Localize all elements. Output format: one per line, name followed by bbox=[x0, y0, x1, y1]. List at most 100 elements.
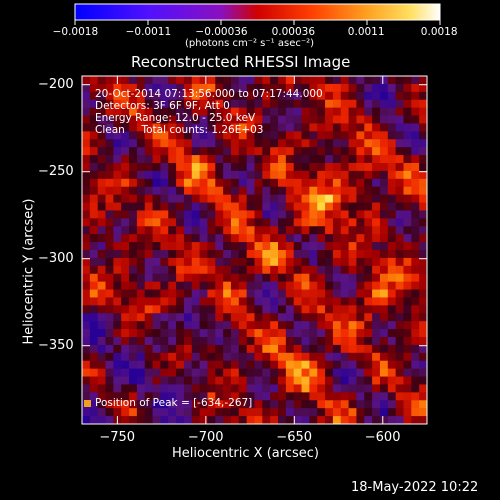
heatmap-cell bbox=[395, 305, 405, 314]
heatmap-cell bbox=[270, 313, 279, 322]
heatmap-cell bbox=[254, 400, 263, 409]
heatmap-cell bbox=[89, 107, 99, 117]
heatmap-cell bbox=[129, 376, 138, 386]
heatmap-cell bbox=[317, 400, 326, 409]
heatmap-cell bbox=[325, 234, 334, 243]
heatmap-cell bbox=[278, 107, 287, 117]
heatmap-cell bbox=[97, 273, 107, 283]
heatmap-cell bbox=[191, 76, 201, 85]
heatmap-cell bbox=[230, 408, 240, 417]
heatmap-cell bbox=[152, 139, 162, 148]
heatmap-cell bbox=[293, 281, 303, 291]
heatmap-cell bbox=[317, 76, 326, 85]
heatmap-cell bbox=[403, 329, 412, 338]
heatmap-cell bbox=[356, 376, 365, 386]
heatmap-cell bbox=[387, 99, 397, 109]
heatmap-cell bbox=[129, 218, 138, 227]
heatmap-cell bbox=[121, 91, 130, 101]
heatmap-cell bbox=[340, 170, 350, 180]
heatmap-cell bbox=[317, 242, 326, 251]
heatmap-cell bbox=[395, 337, 405, 346]
heatmap-cell bbox=[301, 337, 310, 346]
heatmap-cell bbox=[152, 281, 162, 291]
heatmap-cell bbox=[168, 368, 177, 378]
heatmap-cell bbox=[230, 234, 240, 243]
heatmap-cell bbox=[246, 376, 256, 386]
heatmap-cell bbox=[89, 313, 99, 322]
heatmap-cell bbox=[97, 400, 107, 409]
heatmap-cell bbox=[387, 368, 397, 378]
heatmap-cell bbox=[97, 99, 107, 109]
heatmap-cell bbox=[364, 218, 373, 227]
heatmap-cell bbox=[238, 376, 248, 386]
heatmap-cell bbox=[285, 218, 295, 227]
heatmap-cell bbox=[301, 163, 310, 172]
heatmap-cell bbox=[199, 376, 209, 386]
heatmap-cell bbox=[121, 99, 130, 109]
heatmap-cell bbox=[325, 368, 334, 378]
heatmap-cell bbox=[160, 392, 169, 401]
heatmap-cell bbox=[105, 368, 114, 378]
heatmap-cell bbox=[317, 147, 326, 156]
heatmap-cell bbox=[230, 289, 240, 299]
heatmap-cell bbox=[183, 289, 193, 299]
heatmap-cell bbox=[152, 408, 162, 417]
heatmap-cell bbox=[364, 99, 373, 109]
heatmap-cell bbox=[278, 352, 287, 362]
heatmap-cell bbox=[254, 273, 263, 283]
heatmap-cell bbox=[82, 178, 91, 188]
heatmap-cell bbox=[144, 139, 154, 148]
heatmap-cell bbox=[387, 297, 397, 306]
heatmap-cell bbox=[332, 226, 342, 235]
heatmap-cell bbox=[301, 226, 310, 235]
heatmap-cell bbox=[168, 170, 177, 180]
heatmap-cell bbox=[301, 131, 310, 140]
heatmap-cell bbox=[293, 131, 303, 140]
heatmap-cell bbox=[183, 155, 193, 164]
heatmap-cell bbox=[176, 416, 185, 424]
heatmap-cell bbox=[372, 408, 381, 417]
heatmap-cell bbox=[238, 99, 248, 109]
heatmap-cell bbox=[223, 384, 232, 393]
heatmap-cell bbox=[215, 352, 224, 362]
heatmap-cell bbox=[199, 273, 209, 283]
heatmap-cell bbox=[293, 115, 303, 125]
heatmap-cell bbox=[309, 226, 318, 235]
heatmap-cell bbox=[97, 83, 107, 93]
heatmap-cell bbox=[411, 163, 420, 172]
heatmap-cell bbox=[176, 202, 185, 212]
heatmap-cell bbox=[183, 218, 193, 227]
heatmap-cell bbox=[293, 400, 303, 409]
heatmap-cell bbox=[325, 329, 334, 338]
heatmap-cell bbox=[387, 376, 397, 386]
heatmap-cell bbox=[356, 337, 365, 346]
heatmap-cell bbox=[293, 384, 303, 393]
heatmap-cell bbox=[301, 281, 310, 291]
heatmap-cell bbox=[395, 170, 405, 180]
heatmap-cell bbox=[121, 400, 130, 409]
heatmap-cell bbox=[411, 226, 420, 235]
heatmap-cell bbox=[89, 400, 99, 409]
heatmap-cell bbox=[270, 392, 279, 401]
heatmap-cell bbox=[144, 250, 154, 259]
heatmap-cell bbox=[364, 384, 373, 393]
heatmap-cell bbox=[270, 170, 279, 180]
heatmap-cell bbox=[176, 91, 185, 101]
heatmap-cell bbox=[293, 392, 303, 401]
colorbar bbox=[74, 3, 441, 21]
heatmap-cell bbox=[411, 242, 420, 251]
heatmap-cell bbox=[356, 107, 365, 117]
heatmap-cell bbox=[144, 400, 154, 409]
heatmap-cell bbox=[238, 337, 248, 346]
heatmap-cell bbox=[419, 91, 427, 101]
heatmap-cell bbox=[207, 123, 216, 132]
heatmap-cell bbox=[332, 163, 342, 172]
heatmap-cell bbox=[223, 226, 232, 235]
heatmap-cell bbox=[254, 99, 263, 109]
heatmap-cell bbox=[309, 186, 318, 196]
heatmap-cell bbox=[356, 186, 365, 196]
heatmap-cell bbox=[379, 163, 389, 172]
heatmap-cell bbox=[238, 139, 248, 148]
heatmap-cell bbox=[136, 91, 146, 101]
heatmap-cell bbox=[199, 170, 209, 180]
